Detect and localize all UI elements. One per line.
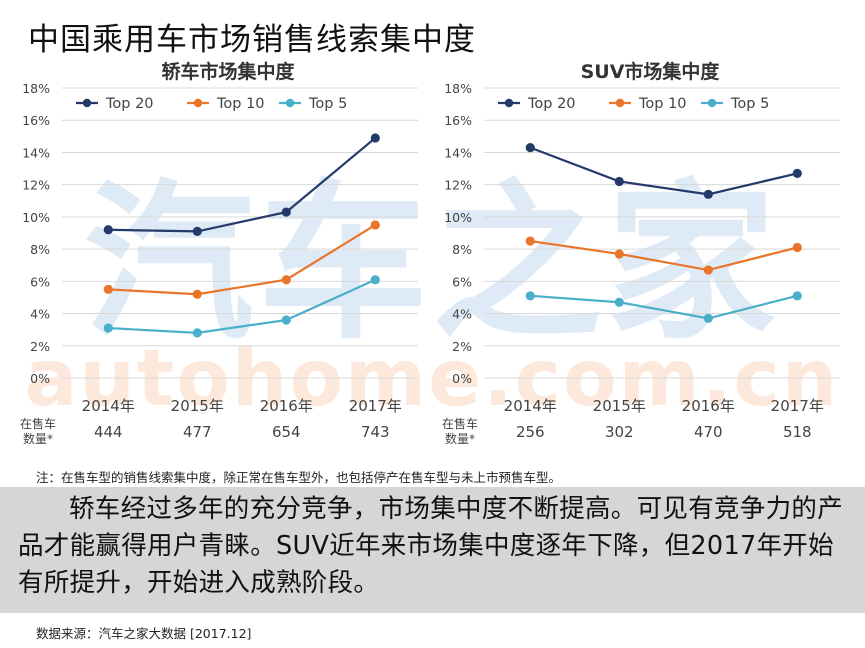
- data-point: [370, 133, 380, 143]
- y-tick-label: 8%: [452, 242, 472, 257]
- series-line-top20: [529, 146, 798, 196]
- data-point: [525, 236, 535, 246]
- y-tick-label: 16%: [444, 113, 472, 128]
- y-tick-label: 2%: [30, 339, 50, 354]
- data-point: [281, 275, 291, 285]
- count-value: 470: [694, 423, 723, 441]
- data-point: [525, 291, 535, 301]
- data-point: [525, 143, 535, 153]
- legend-label: Top 5: [308, 96, 347, 112]
- y-tick-label: 16%: [22, 113, 50, 128]
- data-point: [192, 328, 202, 338]
- y-tick-label: 8%: [30, 242, 50, 257]
- chart-title: SUV市场集中度: [581, 60, 721, 83]
- legend-label: Top 10: [638, 96, 687, 112]
- data-point: [281, 315, 291, 325]
- data-point: [792, 168, 802, 178]
- y-tick-label: 4%: [30, 307, 50, 322]
- count-label-line1: 在售车: [20, 416, 56, 431]
- legend-label: Top 20: [105, 96, 154, 112]
- count-value: 518: [783, 423, 812, 441]
- legend-marker: [504, 98, 514, 108]
- series-line-top20: [108, 137, 376, 233]
- legend-marker: [707, 98, 717, 108]
- y-tick-label: 18%: [22, 81, 50, 96]
- count-value: 477: [183, 423, 212, 441]
- series-line-top5: [108, 278, 376, 334]
- count-value: 444: [94, 423, 123, 441]
- chart-title: 轿车市场集中度: [161, 60, 295, 83]
- data-point: [103, 225, 113, 235]
- data-source: 数据来源：汽车之家大数据 [2017.12]: [36, 626, 252, 641]
- count-value: 302: [605, 423, 634, 441]
- legend-marker: [285, 98, 295, 108]
- y-tick-label: 14%: [444, 145, 472, 160]
- x-tick-label: 2016年: [260, 397, 313, 415]
- series-line-top10: [108, 224, 376, 296]
- count-label-line2: 数量*: [23, 431, 53, 446]
- x-tick-label: 2017年: [349, 397, 402, 415]
- legend-label: Top 20: [527, 96, 576, 112]
- legend-marker: [82, 98, 92, 108]
- x-tick-label: 2015年: [593, 397, 646, 415]
- y-tick-label: 6%: [30, 274, 50, 289]
- data-point: [370, 275, 380, 285]
- data-point: [281, 207, 291, 217]
- y-tick-label: 12%: [444, 178, 472, 193]
- y-tick-label: 14%: [22, 145, 50, 160]
- count-value: 743: [361, 423, 390, 441]
- data-point: [792, 291, 802, 301]
- data-point: [192, 289, 202, 299]
- y-tick-label: 6%: [452, 274, 472, 289]
- x-tick-label: 2014年: [82, 397, 135, 415]
- y-tick-label: 0%: [452, 371, 472, 386]
- data-point: [703, 265, 713, 275]
- series-line-top10: [530, 239, 798, 272]
- legend-marker: [615, 98, 625, 108]
- x-tick-label: 2015年: [171, 397, 224, 415]
- x-tick-label: 2017年: [771, 397, 824, 415]
- y-tick-label: 12%: [22, 178, 50, 193]
- y-tick-label: 10%: [444, 210, 472, 225]
- legend-label: Top 5: [730, 96, 769, 112]
- data-point: [614, 249, 624, 259]
- count-label-line1: 在售车: [442, 416, 478, 431]
- summary-box: 轿车经过多年的充分竞争，市场集中度不断提高。可见有竞争力的产品才能赢得用户青睐。…: [0, 487, 865, 613]
- y-tick-label: 4%: [452, 307, 472, 322]
- data-point: [703, 189, 713, 199]
- data-point: [614, 297, 624, 307]
- y-tick-label: 0%: [30, 371, 50, 386]
- y-tick-label: 2%: [452, 339, 472, 354]
- y-tick-label: 18%: [444, 81, 472, 96]
- data-point: [103, 284, 113, 294]
- data-point: [192, 226, 202, 236]
- legend-label: Top 10: [216, 96, 265, 112]
- legend-marker: [193, 98, 203, 108]
- data-point: [103, 323, 113, 333]
- data-point: [614, 176, 624, 187]
- series-line-top5: [530, 294, 798, 320]
- data-point: [370, 220, 380, 230]
- page-title: 中国乘用车市场销售线索集中度: [28, 22, 476, 58]
- x-tick-label: 2016年: [682, 397, 735, 415]
- count-label-line2: 数量*: [445, 431, 475, 446]
- summary-text: 轿车经过多年的充分竞争，市场集中度不断提高。可见有竞争力的产品才能赢得用户青睐。…: [18, 494, 844, 598]
- y-tick-label: 10%: [22, 210, 50, 225]
- count-value: 654: [272, 423, 301, 441]
- data-point: [703, 313, 713, 323]
- x-tick-label: 2014年: [504, 397, 557, 415]
- count-value: 256: [516, 423, 545, 441]
- footnote: 注：在售车型的销售线索集中度，除正常在售车型外，也包括停产在售车型与未上市预售车…: [36, 470, 562, 485]
- data-point: [792, 242, 802, 253]
